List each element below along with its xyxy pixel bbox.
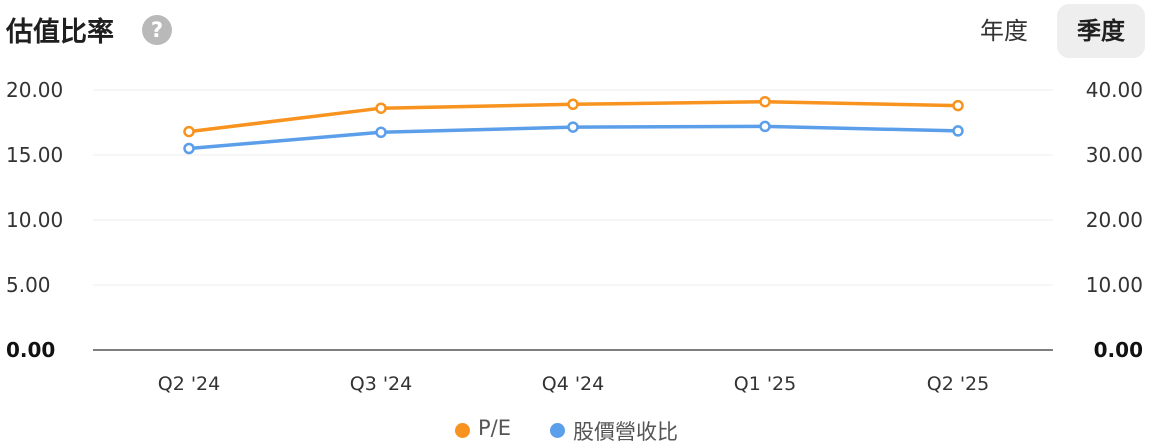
ps-data-point xyxy=(183,142,195,155)
card-header: 估值比率 ? 年度 季度 xyxy=(0,0,1162,62)
ps-data-point xyxy=(952,125,964,137)
pe-legend-dot-icon xyxy=(455,423,470,438)
pe-data-point xyxy=(375,102,387,114)
x-tick-label: Q4 '24 xyxy=(542,373,604,395)
y-left-tick-label: 0.00 xyxy=(6,338,55,362)
y-right-tick-label: 30.00 xyxy=(1086,143,1143,167)
legend-label-ps[interactable]: 股價營收比 xyxy=(573,420,678,444)
ps-data-point xyxy=(567,121,579,133)
pe-data-point xyxy=(183,125,195,138)
y-right-tick-label: 10.00 xyxy=(1086,273,1143,297)
tab-annual[interactable]: 年度 xyxy=(980,17,1028,45)
y-right-tick-label: 40.00 xyxy=(1086,78,1143,102)
y-left-tick-label: 15.00 xyxy=(6,143,63,167)
y-right-tick-label: 20.00 xyxy=(1086,208,1143,232)
x-tick-label: Q1 '25 xyxy=(734,373,796,395)
chart-legend: P/E 股價營收比 xyxy=(0,414,1162,444)
ps-data-point xyxy=(759,120,771,133)
pe-data-point xyxy=(759,95,771,108)
chart-title: 估值比率 xyxy=(6,17,114,48)
x-tick-label: Q3 '24 xyxy=(350,373,412,395)
y-left-tick-label: 10.00 xyxy=(6,208,63,232)
legend-label-pe[interactable]: P/E xyxy=(478,416,512,440)
ps-legend-dot-icon xyxy=(550,423,565,438)
pe-data-point xyxy=(567,98,579,111)
pe-data-point xyxy=(952,99,964,112)
ps-data-point xyxy=(375,126,387,139)
valuation-line-chart: 20.00 40.00 15.00 30.00 10.00 20.00 5.00 10.00 0… xyxy=(6,78,1143,395)
x-tick-label: Q2 '24 xyxy=(158,373,220,395)
help-icon[interactable]: ? xyxy=(142,15,172,45)
y-left-tick-label: 20.00 xyxy=(6,78,63,102)
tab-quarterly[interactable]: 季度 xyxy=(1057,4,1145,58)
x-tick-label: Q2 '25 xyxy=(927,373,989,395)
y-right-tick-label: 0.00 xyxy=(1094,338,1143,362)
y-left-tick-label: 5.00 xyxy=(6,273,51,297)
